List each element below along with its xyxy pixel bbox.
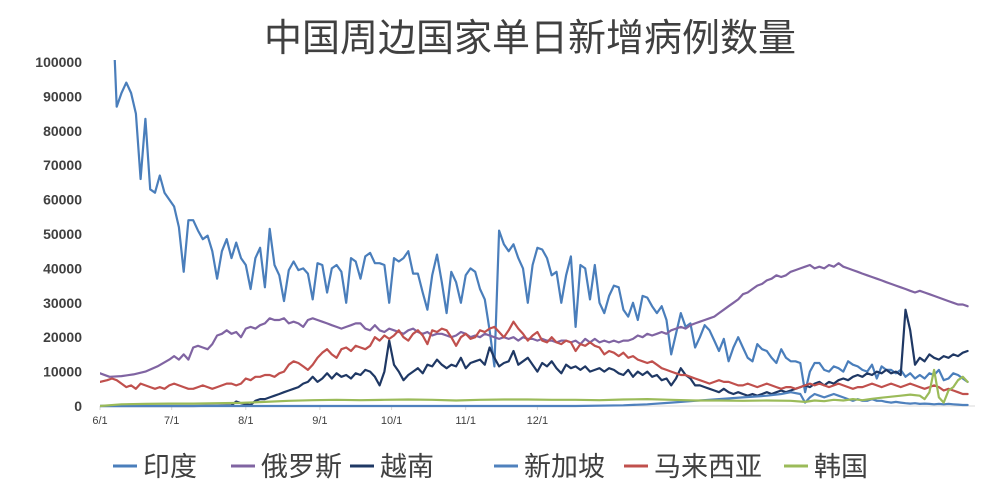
x-tick-label: 9/1 xyxy=(312,415,327,427)
x-tick-label: 7/1 xyxy=(164,415,179,427)
x-tick-label: 8/1 xyxy=(238,415,253,427)
legend-label-5: 韩国 xyxy=(814,452,868,483)
y-axis: 0 10000 20000 30000 40000 50000 60000 70000 8000… xyxy=(35,54,82,414)
series-line-4 xyxy=(100,320,969,396)
y-tick-label: 20000 xyxy=(43,329,82,345)
y-tick-label: 10000 xyxy=(43,364,82,380)
legend-label-0: 印度 xyxy=(143,452,197,483)
x-axis: 6/1 7/1 8/1 9/1 10/1 11/1 12/1 xyxy=(92,406,548,427)
y-tick-label: 100000 xyxy=(35,54,82,70)
y-tick-label: 90000 xyxy=(43,88,82,104)
x-tick-label: 12/1 xyxy=(527,415,548,427)
y-tick-label: 80000 xyxy=(43,123,82,139)
y-tick-label: 60000 xyxy=(43,192,82,208)
y-tick-label: 0 xyxy=(74,398,82,414)
x-tick-label: 6/1 xyxy=(92,415,107,427)
x-tick-label: 11/1 xyxy=(455,415,476,427)
series-line-3 xyxy=(100,391,969,408)
y-tick-label: 70000 xyxy=(43,157,82,173)
y-tick-label: 30000 xyxy=(43,295,82,311)
series-line-5 xyxy=(100,368,969,408)
series-line-2 xyxy=(100,308,969,408)
legend-label-4: 马来西亚 xyxy=(654,452,762,483)
x-tick-label: 10/1 xyxy=(381,415,402,427)
chart-title: 中国周边国家单日新增病例数量 xyxy=(264,16,796,60)
series-line-1 xyxy=(100,262,969,378)
legend-label-3: 新加坡 xyxy=(524,452,605,483)
series-line-0 xyxy=(113,60,969,394)
y-tick-label: 40000 xyxy=(43,260,82,276)
legend: 印度 俄罗斯 越南 新加坡 马来西亚 韩国 xyxy=(113,452,868,483)
series-group xyxy=(100,60,969,408)
y-tick-label: 50000 xyxy=(43,226,82,242)
legend-label-1: 俄罗斯 xyxy=(261,452,342,483)
legend-label-2: 越南 xyxy=(380,452,434,483)
